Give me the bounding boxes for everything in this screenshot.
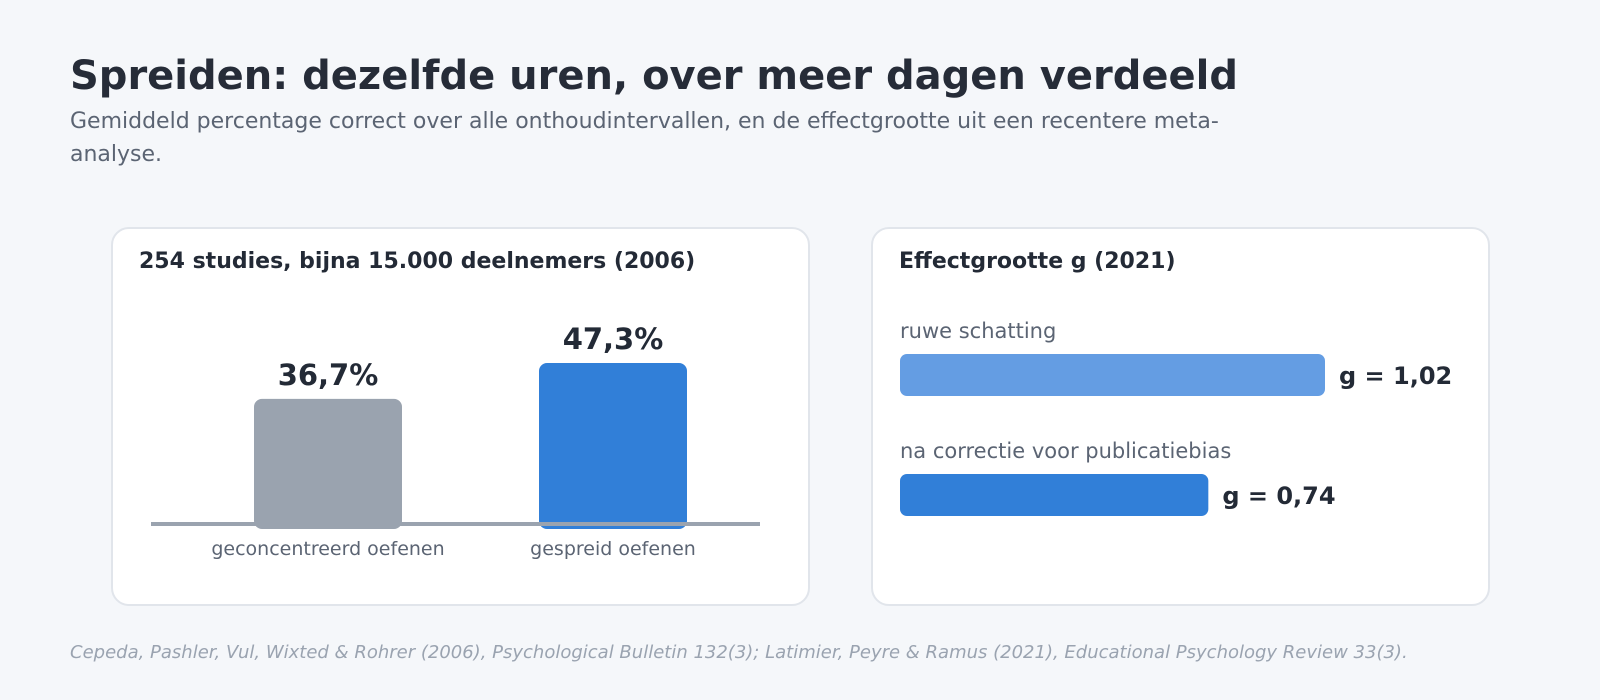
bar bbox=[539, 363, 687, 529]
effect-size-chart: ruwe schatting g = 1,02 na correctie voor … bbox=[900, 319, 1452, 516]
effect-row-label: ruwe schatting bbox=[900, 319, 1056, 343]
source-citation: Cepeda, Pashler, Vul, Wixted & Rohrer (2… bbox=[70, 642, 1408, 663]
bar-value-label: 47,3% bbox=[563, 322, 664, 356]
bar-chart-card: 254 studies, bijna 15.000 deelnemers (20… bbox=[111, 227, 810, 606]
effect-value-label: g = 1,02 bbox=[1339, 362, 1452, 390]
page-subtitle: Gemiddeld percentage correct over alle o… bbox=[70, 109, 1219, 167]
bar-chart: 36,7% geconcentreerd oefenen 47,3% gespreid… bbox=[151, 322, 760, 560]
effect-bar bbox=[900, 354, 1325, 396]
bar-chart-title: 254 studies, bijna 15.000 deelnemers (20… bbox=[139, 249, 696, 274]
effect-value-label: g = 0,74 bbox=[1222, 482, 1335, 510]
effect-size-card: Effectgrootte g (2021) ruwe schatting g =… bbox=[871, 227, 1490, 606]
effect-size-title: Effectgrootte g (2021) bbox=[899, 249, 1176, 274]
category-label: gespreid oefenen bbox=[530, 538, 696, 560]
x-axis-baseline bbox=[151, 522, 760, 526]
page-title: Spreiden: dezelfde uren, over meer dagen… bbox=[70, 53, 1238, 99]
category-label: geconcentreerd oefenen bbox=[211, 538, 444, 560]
effect-row-label: na correctie voor publicatiebias bbox=[900, 439, 1231, 463]
bar bbox=[254, 398, 402, 529]
effect-bar bbox=[900, 474, 1209, 516]
bar-value-label: 36,7% bbox=[278, 358, 379, 392]
